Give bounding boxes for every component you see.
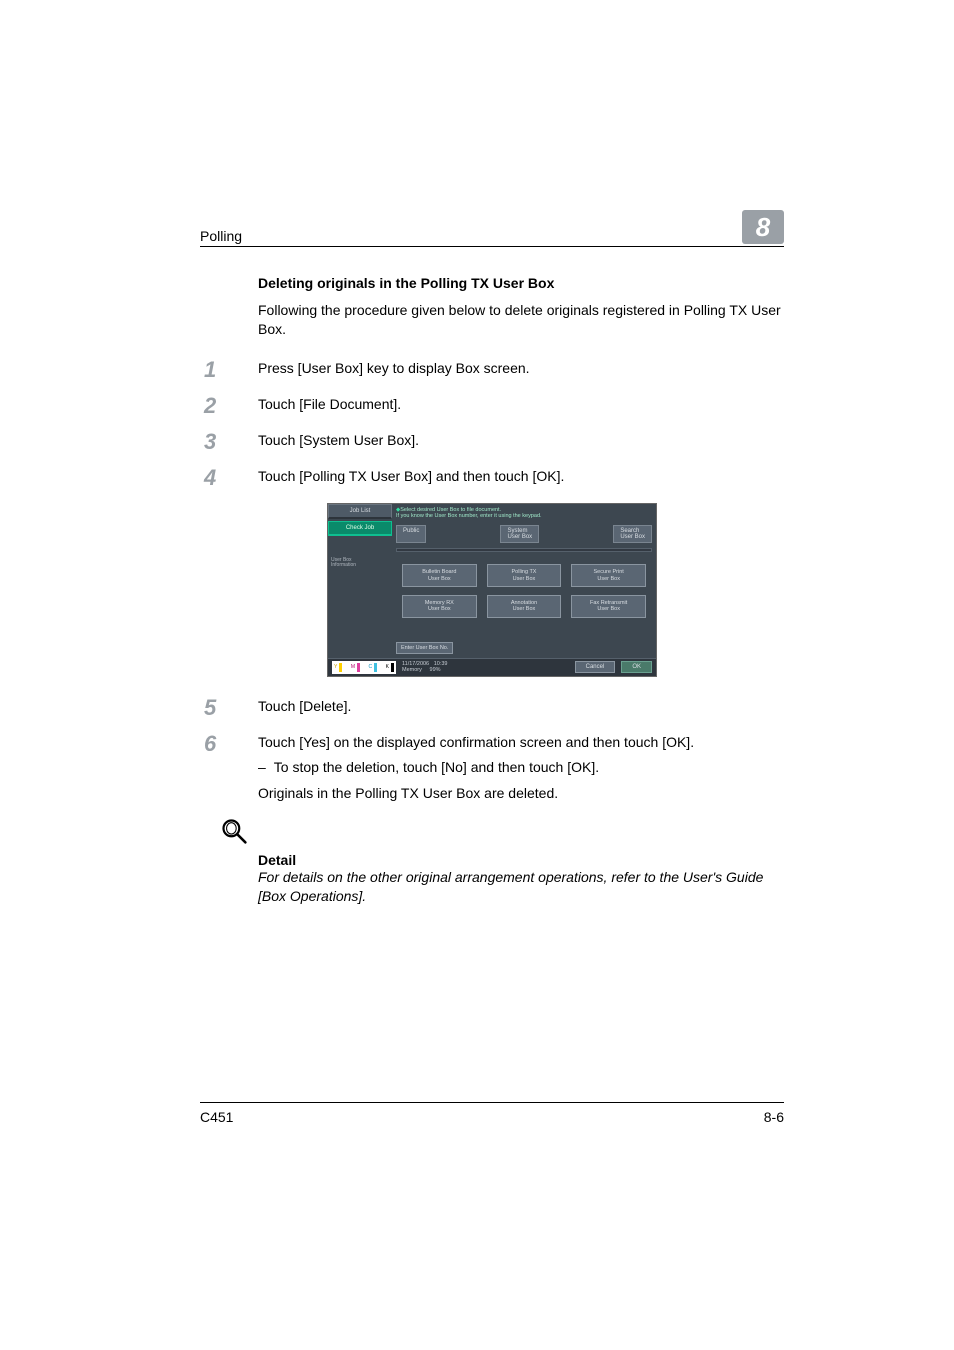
step-number: 6	[200, 733, 258, 755]
memory-rx-box-button[interactable]: Memory RXUser Box	[402, 595, 477, 618]
check-job-tab[interactable]: Check Job	[328, 521, 392, 536]
screenshot-left-panel: Job List Check Job User BoxInformation	[328, 504, 392, 658]
toner-k: K	[386, 663, 394, 672]
enter-box-row: Enter User Box No.	[396, 642, 652, 654]
step-1: 1 Press [User Box] key to display Box sc…	[200, 359, 784, 381]
divider	[396, 548, 652, 552]
step-text: Touch [File Document].	[258, 395, 784, 415]
toner-c: C	[369, 663, 378, 672]
dash-icon: –	[258, 758, 266, 778]
hint-text: ◆Select desired User Box to file documen…	[392, 504, 656, 523]
user-box-info-label: User BoxInformation	[328, 538, 392, 573]
search-user-box-tab[interactable]: SearchUser Box	[613, 525, 652, 543]
memory-label: Memory	[402, 667, 422, 673]
step-list-continued: 5 Touch [Delete]. 6 Touch [Yes] on the d…	[200, 697, 784, 804]
step-text: Touch [Polling TX User Box] and then tou…	[258, 467, 784, 487]
enter-user-box-no-button[interactable]: Enter User Box No.	[396, 642, 453, 654]
ok-button[interactable]: OK	[621, 661, 652, 673]
polling-tx-box-button[interactable]: Polling TXUser Box	[487, 564, 562, 587]
step-2: 2 Touch [File Document].	[200, 395, 784, 417]
step-text: Touch [Yes] on the displayed confirmatio…	[258, 733, 784, 753]
chapter-number-badge: 8	[742, 210, 784, 244]
toner-status: Y M C K	[332, 661, 396, 674]
footer-page-number: 8-6	[764, 1109, 784, 1125]
step-number: 2	[200, 395, 258, 417]
step-list: 1 Press [User Box] key to display Box sc…	[200, 359, 784, 489]
toner-y: Y	[334, 663, 342, 672]
hint-line-2: If you know the User Box number, enter i…	[396, 513, 542, 519]
step-number: 1	[200, 359, 258, 381]
public-tab[interactable]: Public	[396, 525, 426, 543]
magnifier-icon	[220, 817, 248, 845]
step-number: 4	[200, 467, 258, 489]
footer-model: C451	[200, 1109, 233, 1125]
page-footer: C451 8-6	[200, 1102, 784, 1125]
annotation-box-button[interactable]: AnnotationUser Box	[487, 595, 562, 618]
substep-text: To stop the deletion, touch [No] and the…	[274, 758, 599, 778]
secure-print-box-button[interactable]: Secure PrintUser Box	[571, 564, 646, 587]
followup-text: Originals in the Polling TX User Box are…	[258, 784, 784, 804]
device-screenshot: Job List Check Job User BoxInformation ◆…	[327, 503, 657, 677]
screenshot-right-panel: ◆Select desired User Box to file documen…	[392, 504, 656, 658]
substep: – To stop the deletion, touch [No] and t…	[258, 758, 784, 778]
datetime-memory: 11/17/2006 10:39 Memory 99%	[396, 661, 575, 673]
page-header: Polling 8	[200, 210, 784, 247]
step-number: 3	[200, 431, 258, 453]
bulletin-board-box-button[interactable]: Bulletin BoardUser Box	[402, 564, 477, 587]
detail-note: Detail For details on the other original…	[220, 817, 784, 906]
screenshot-footer: Y M C K 11/17/2006 10:39 Memory 99% Canc…	[328, 658, 656, 676]
header-title: Polling	[200, 228, 242, 244]
detail-title: Detail	[258, 852, 784, 868]
detail-body: For details on the other original arrang…	[258, 868, 784, 906]
step-6: 6 Touch [Yes] on the displayed confirmat…	[200, 733, 784, 804]
step-5: 5 Touch [Delete].	[200, 697, 784, 719]
step-3: 3 Touch [System User Box].	[200, 431, 784, 453]
step-body: Touch [Yes] on the displayed confirmatio…	[258, 733, 784, 804]
step-text: Press [User Box] key to display Box scre…	[258, 359, 784, 379]
system-user-box-tab[interactable]: SystemUser Box	[500, 525, 539, 543]
step-text: Touch [Delete].	[258, 697, 784, 717]
cancel-button[interactable]: Cancel	[575, 661, 616, 673]
document-page: Polling 8 Deleting originals in the Poll…	[0, 0, 954, 1350]
memory-value: 99%	[430, 667, 441, 673]
step-4: 4 Touch [Polling TX User Box] and then t…	[200, 467, 784, 489]
hint-line-1: Select desired User Box to file document…	[400, 507, 501, 513]
user-box-grid: Bulletin BoardUser Box Polling TXUser Bo…	[392, 558, 656, 631]
job-list-tab[interactable]: Job List	[328, 504, 392, 519]
screenshot-body: Job List Check Job User BoxInformation ◆…	[328, 504, 656, 658]
toner-m: M	[351, 663, 360, 672]
intro-paragraph: Following the procedure given below to d…	[258, 301, 784, 339]
step-text: Touch [System User Box].	[258, 431, 784, 451]
section-heading: Deleting originals in the Polling TX Use…	[258, 275, 784, 291]
fax-retransmit-box-button[interactable]: Fax RetransmitUser Box	[571, 595, 646, 618]
step-number: 5	[200, 697, 258, 719]
top-tab-row: Public SystemUser Box SearchUser Box	[392, 522, 656, 546]
footer-buttons: Cancel OK	[575, 661, 652, 673]
